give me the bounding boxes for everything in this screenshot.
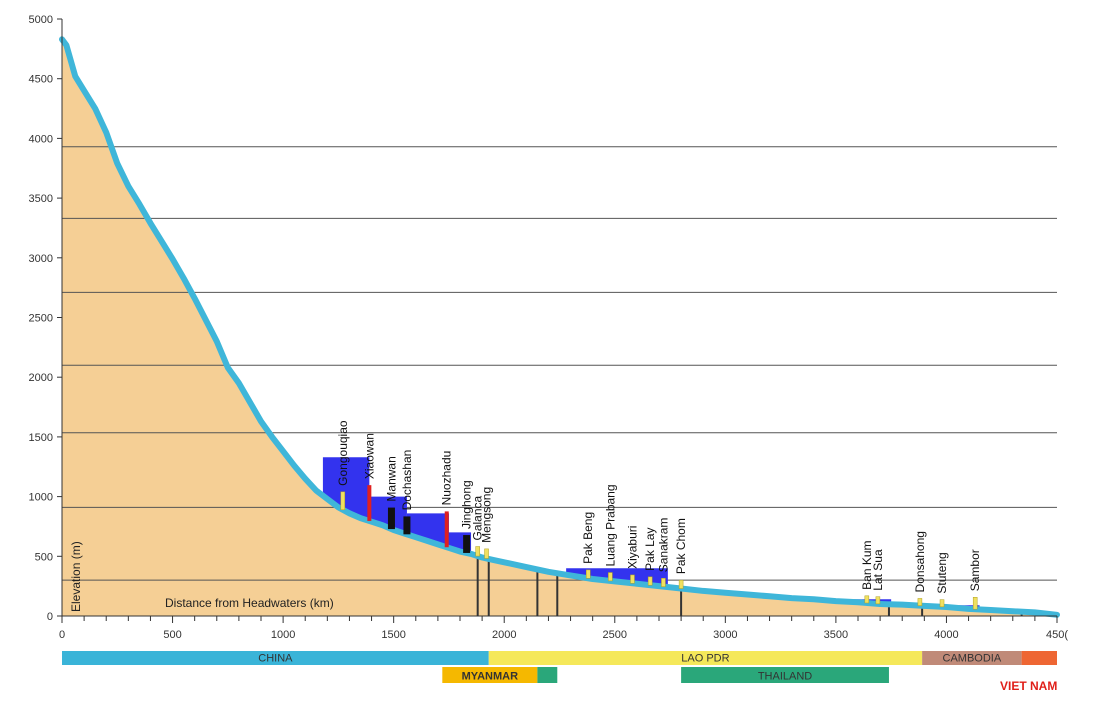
country-label-0: CHINA (258, 653, 293, 665)
axes: 0500100015002000250030003500400045005000… (29, 14, 1069, 641)
y-tick-label-2: 1000 (29, 492, 53, 504)
country-bar-2 (922, 651, 1022, 665)
country-bar-5 (537, 667, 558, 683)
dam-marker-5 (463, 535, 471, 553)
x-tick-label-8: 4000 (934, 629, 958, 641)
dam-label-6: Galanca (471, 495, 485, 540)
x-tick-label-5: 2500 (603, 629, 627, 641)
dam-label-0: Gongouqiao (336, 420, 350, 486)
dam-label-5: Jinghong (460, 480, 474, 529)
dam-label-2: Manwan (384, 456, 398, 501)
country-label-6: THAILAND (758, 671, 812, 683)
dam-marker-13 (678, 579, 684, 589)
country-label-4: MYANMAR (462, 671, 518, 683)
x-tick-label-0: 0 (59, 629, 65, 641)
dam-label-12: Sanakram (656, 518, 670, 573)
dam-marker-1 (367, 485, 372, 521)
y-tick-label-6: 3000 (29, 253, 53, 265)
dam-marker-12 (661, 578, 666, 587)
country-bar-1 (488, 651, 923, 665)
river-profile (59, 36, 1060, 618)
reservoir-2 (406, 513, 449, 548)
y-tick-label-10: 5000 (29, 14, 53, 26)
dam-marker-16 (917, 598, 923, 606)
country-bar-4 (442, 667, 538, 683)
dam-marker-8 (585, 569, 591, 579)
dam-marker-17 (939, 599, 945, 608)
dam-label-1: Xiaowan (362, 433, 376, 479)
x-tick-label-7: 3500 (824, 629, 848, 641)
river-line (59, 36, 1060, 618)
dam-label-14: Ban Kum (860, 540, 874, 589)
dam-label-9: Luang Prabang (603, 484, 617, 566)
dam-marker-10 (630, 574, 635, 584)
x-tick-label-4: 2000 (492, 629, 516, 641)
dam-label-10: Xiyaburi (625, 526, 639, 569)
country-bar-6 (681, 667, 889, 683)
dam-marker-14 (864, 595, 870, 604)
y-tick-label-0: 0 (47, 611, 53, 623)
x-tick-label-9: 450( (1046, 629, 1068, 641)
country-label-2: CAMBODIA (943, 653, 1002, 665)
terrain-area (62, 39, 1057, 617)
country-bar-3 (1021, 651, 1057, 665)
dam-marker-4 (444, 511, 449, 548)
y-tick-label-5: 2500 (29, 313, 53, 325)
y-tick-label-3: 1500 (29, 432, 53, 444)
y-tick-label-8: 4000 (29, 133, 53, 145)
x-tick-label-1: 500 (163, 629, 181, 641)
grid-lines (62, 146, 1057, 581)
country-label-1: LAO PDR (681, 653, 729, 665)
y-tick-label-9: 4500 (29, 74, 53, 86)
dam-marker-11 (647, 576, 653, 586)
dams: Gongouqiao Xiaowan Manwan Dochashan Nuozhadu… (336, 420, 982, 610)
x-tick-label-3: 1500 (381, 629, 405, 641)
dam-marker-3 (403, 516, 411, 535)
y-tick-label-4: 2000 (29, 372, 53, 384)
dam-marker-9 (608, 572, 613, 582)
dam-marker-7 (484, 548, 489, 559)
dam-label-18: Sambor (968, 549, 982, 591)
x-tick-label-2: 1000 (271, 629, 295, 641)
dam-label-15: Lat Sua (871, 549, 885, 591)
x-tick-label-6: 3000 (713, 629, 737, 641)
dam-marker-15 (875, 596, 881, 605)
country-bars: CHINA LAO PDR CAMBODIA MYANMAR THAILAND (62, 651, 1057, 683)
dam-marker-6 (475, 546, 480, 557)
dam-label-11: Pak Lay (643, 527, 657, 570)
dam-label-4: Nuozhadu (440, 451, 454, 506)
dam-label-8: Pak Beng (581, 512, 595, 564)
country-bar-0 (62, 651, 489, 665)
y-tick-label-1: 500 (35, 551, 53, 563)
dam-marker-0 (340, 491, 346, 510)
y-tick-label-7: 3500 (29, 193, 53, 205)
dam-label-17: Stuteng (935, 552, 949, 593)
dam-label-7: Mengsong (480, 487, 494, 543)
reservoir-0 (322, 457, 370, 521)
dam-marker-18 (972, 597, 978, 610)
dam-label-16: Donsahong (913, 531, 927, 592)
dam-marker-2 (387, 507, 395, 530)
terrain-fill (62, 39, 1057, 617)
x-axis-label: Distance from Headwaters (km) (165, 596, 334, 610)
dam-label-13: Pak Chom (674, 518, 688, 574)
viet-nam-label: VIET NAM (1000, 679, 1057, 693)
y-axis-label: Elevation (m) (69, 541, 83, 612)
dam-label-3: Dochashan (400, 450, 414, 511)
